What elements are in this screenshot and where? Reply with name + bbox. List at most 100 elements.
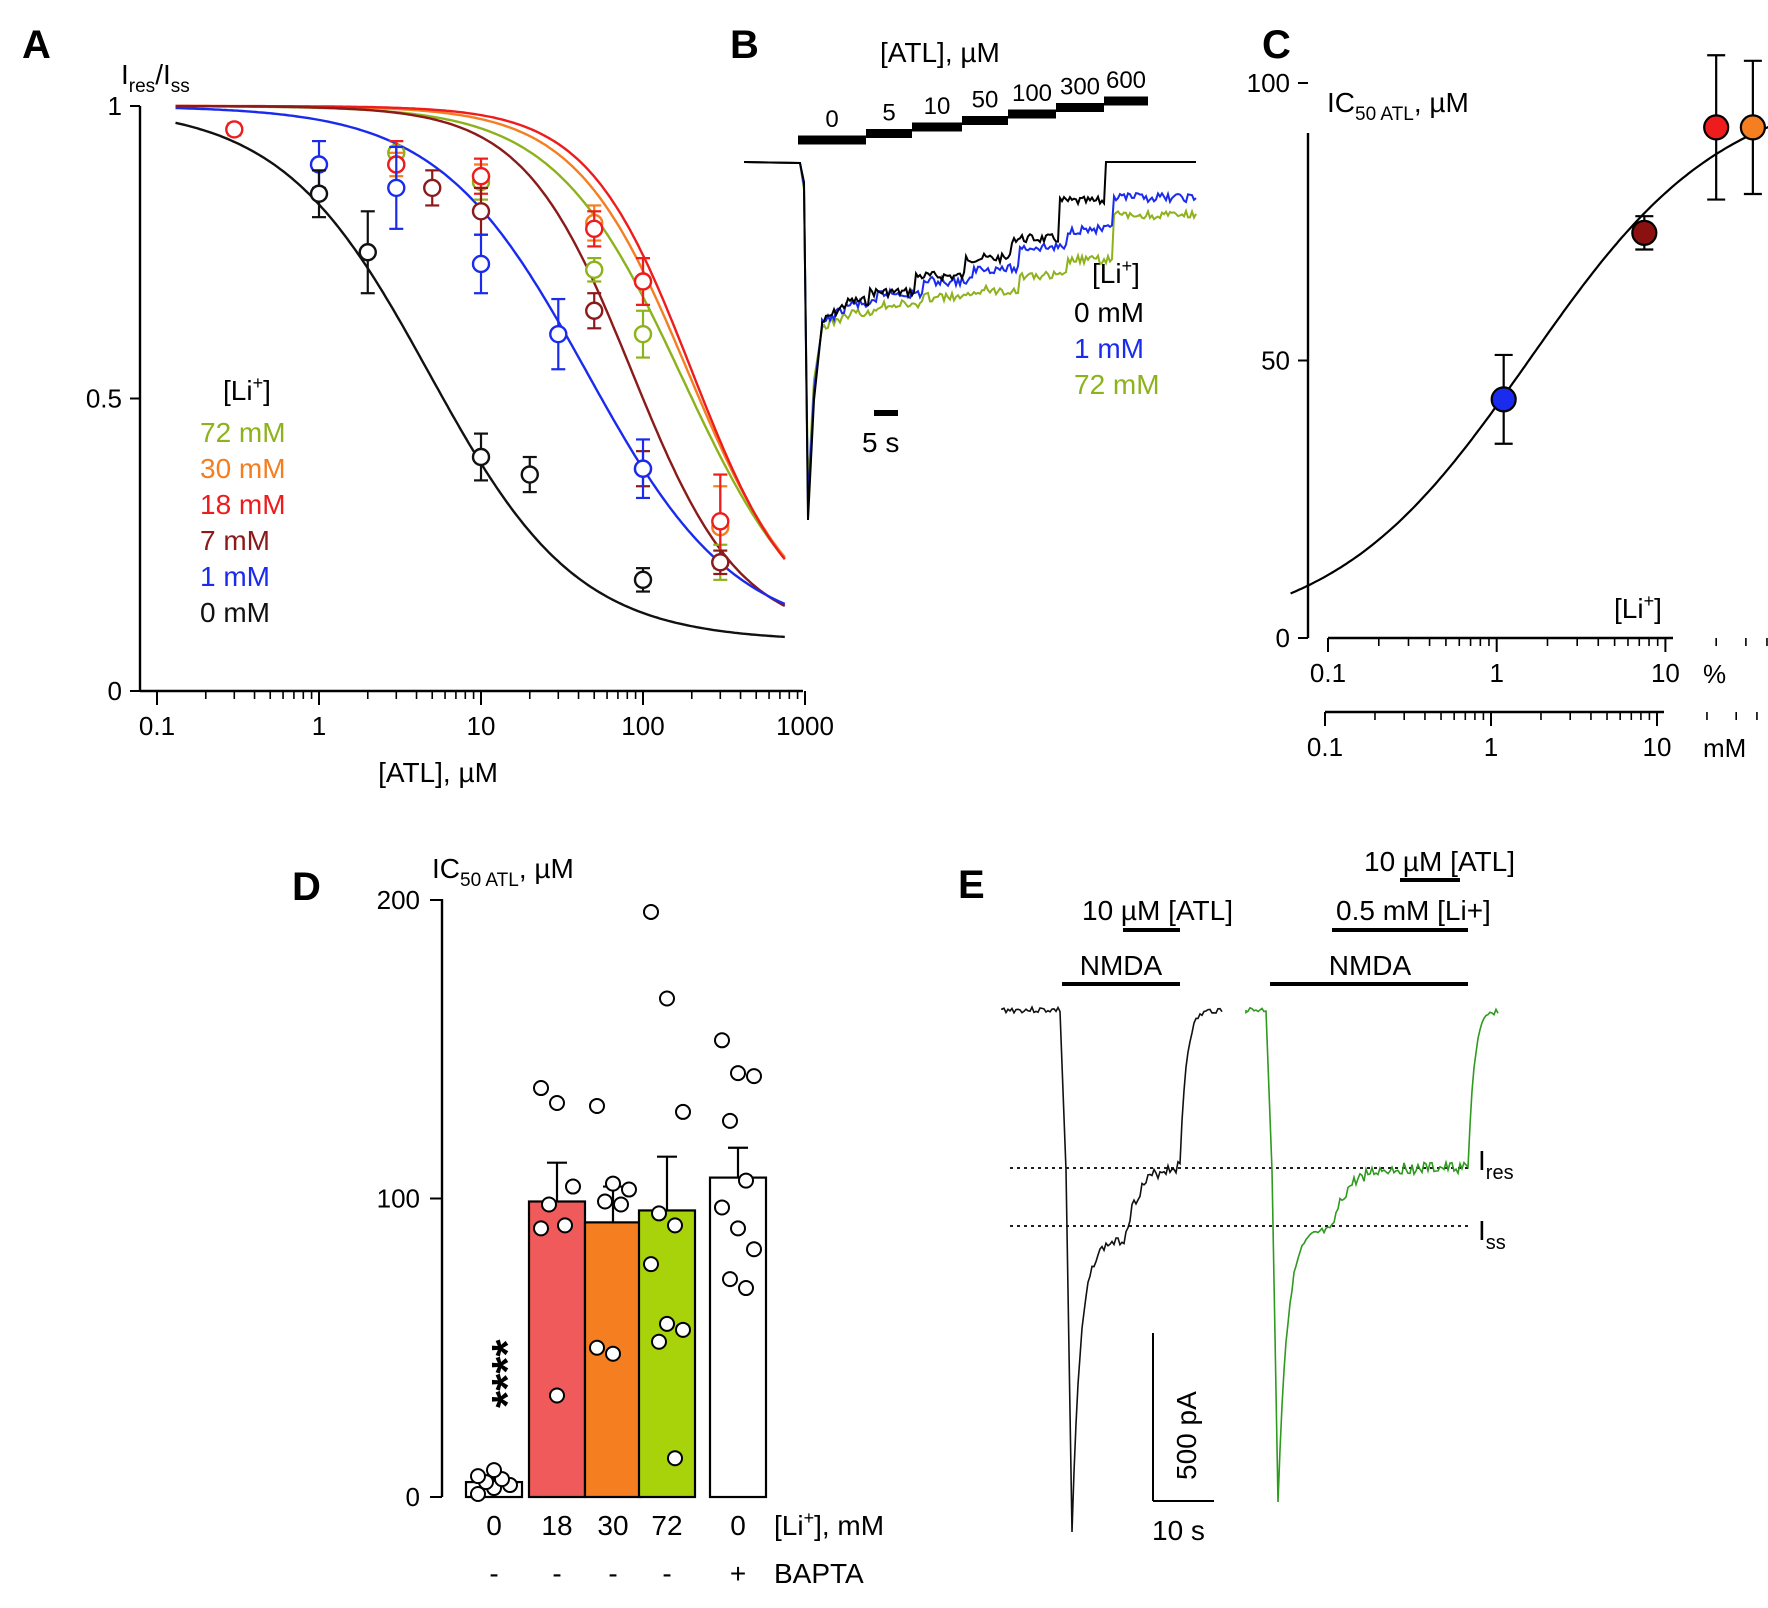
- panel-a-legend-entry: 7 mM: [200, 525, 270, 556]
- panel-d-y-ticks: 0 100 200: [377, 885, 442, 1512]
- panel-c-ytick-label: 0: [1276, 623, 1290, 653]
- panel-c-y-ticks: 0 50 100: [1247, 68, 1308, 653]
- panel-b-traces: [743, 161, 1197, 521]
- panel-e-traces: [1001, 1005, 1499, 1533]
- panel-a-ytick-label: 1: [108, 91, 122, 121]
- panel-b-trace-0-mM: [743, 161, 1196, 521]
- panel-d-bapta-sign: -: [552, 1558, 561, 1589]
- panel-a-x-tick-label: 0.1: [139, 711, 175, 741]
- panel-c-axis1-tick-label: 0.1: [1310, 658, 1346, 688]
- panel-d-point: [746, 1068, 762, 1085]
- panel-d-bapta-sign: +: [730, 1558, 746, 1589]
- panel-b-legend-entry: 1 mM: [1074, 333, 1144, 364]
- panel-a-xlabel: [ATL], µM: [378, 757, 498, 788]
- panel-a-ytick-label: 0: [108, 676, 122, 706]
- panel-a-legend-entry: 30 mM: [200, 453, 286, 484]
- panel-a-x-tick-label: 10: [467, 711, 496, 741]
- panel-d-point: [589, 1097, 605, 1114]
- panel-d: D IC50 ATL, µM 0 100 200 0 - 18 - 30 - 72 - 0 + [Li…: [292, 853, 884, 1589]
- panel-d-bar: [637, 1209, 697, 1499]
- panel-a-point: [711, 553, 730, 572]
- panel-a-legend-entry: 18 mM: [200, 489, 286, 520]
- panel-e-trace-control: [1001, 1005, 1223, 1533]
- panel-d-ylabel: IC50 ATL, µM: [432, 853, 574, 891]
- panel-d-category-label: 30: [597, 1510, 628, 1541]
- panel-e: E NMDA 10 µM [ATL] NMDA 0.5 mM [Li+] 10 …: [958, 846, 1515, 1546]
- panel-b-step-label: 10: [924, 93, 951, 120]
- panel-d-point: [675, 1321, 691, 1338]
- panel-c-mm-axis: 0.1110100mM: [1307, 710, 1758, 763]
- panel-e-scale-y-label: 500 pA: [1171, 1391, 1202, 1480]
- panel-a-point: [585, 219, 604, 239]
- panel-e-atl-label-1: 10 µM [ATL]: [1082, 895, 1233, 926]
- panel-a-y-ticks: 00.51: [86, 91, 140, 706]
- panel-d-point: [651, 1205, 667, 1222]
- panel-c-axis1-unit: %: [1703, 659, 1726, 689]
- panel-a-legend-entry: 1 mM: [200, 561, 270, 592]
- panel-b-legend: [Li+] 0 mM 1 mM 72 mM: [1074, 256, 1160, 400]
- panel-e-trace-lithium: [1245, 1006, 1499, 1503]
- panel-d-point: [659, 990, 675, 1007]
- panel-e-atl-label-2: 10 µM [ATL]: [1364, 846, 1515, 877]
- panel-c-axis1-tick-label: 10: [1651, 658, 1680, 688]
- panel-a-point: [471, 254, 491, 274]
- panel-a-x-ticks: 0.1 1 10 100 1000: [139, 691, 834, 741]
- panel-a-point: [387, 178, 406, 198]
- panel-a-point: [358, 243, 377, 262]
- panel-b-step-label: 300: [1060, 74, 1100, 101]
- panel-a-point: [633, 272, 653, 291]
- panel-b-legend-entry: 72 mM: [1074, 369, 1160, 400]
- panel-b-legend-entry: 0 mM: [1074, 297, 1144, 328]
- panel-e-scale-x-label: 10 s: [1152, 1515, 1205, 1546]
- panel-d-point: [486, 1462, 502, 1479]
- panel-d-bapta-sign: -: [489, 1558, 498, 1589]
- panel-d-ytick-label: 0: [406, 1482, 420, 1512]
- panel-c-point: [1703, 114, 1730, 141]
- panel-d-point: [549, 1094, 565, 1111]
- panel-a-point: [225, 120, 244, 139]
- panel-d-point: [621, 1181, 637, 1198]
- panel-d-point: [667, 1217, 683, 1234]
- panel-d-significance: ****: [483, 1339, 532, 1408]
- panel-a-point: [633, 324, 653, 344]
- panel-d-point: [533, 1220, 549, 1237]
- panel-c-label: C: [1262, 23, 1291, 67]
- panel-c-fit-curve: [1290, 125, 1768, 595]
- panel-d-bapta-label: BAPTA: [774, 1558, 864, 1589]
- panel-b-trace-1-mM: [743, 161, 1197, 506]
- panel-d-point: [470, 1468, 486, 1485]
- panel-a-label: A: [22, 23, 51, 67]
- panel-a-legend-entry: 0 mM: [200, 597, 270, 628]
- panel-c-point: [1739, 114, 1766, 141]
- panel-a-point: [471, 447, 491, 467]
- panel-d-point: [470, 1486, 486, 1503]
- panel-d-point: [605, 1345, 621, 1362]
- panel-a-x-tick-label: 100: [621, 711, 664, 741]
- panel-a-point: [633, 459, 653, 478]
- panel-b-label: B: [730, 23, 759, 67]
- panel-a-x-tick-label: 1: [312, 711, 326, 741]
- panel-d-categories: 0 - 18 - 30 - 72 - 0 +: [486, 1510, 746, 1589]
- panel-e-li-label: 0.5 mM [Li+]: [1336, 895, 1491, 926]
- panel-b-step-label: 0: [825, 106, 838, 133]
- panel-b-legend-title: [Li+]: [1092, 256, 1140, 289]
- panel-a-point: [423, 178, 442, 198]
- panel-a: A Ires/Iss 00.51 0.1 1 10 100 1000 [ATL], µM…: [22, 23, 834, 788]
- panel-c-axis1-tick-label: 1: [1489, 658, 1503, 688]
- panel-d-category-label: 0: [486, 1510, 502, 1541]
- panel-e-iss-label: Iss: [1478, 1215, 1506, 1254]
- panel-c-ylabel: IC50 ATL, µM: [1327, 87, 1469, 125]
- panel-d-point: [557, 1217, 573, 1234]
- panel-a-data-points: [225, 120, 730, 593]
- panel-d-bars: [464, 903, 768, 1503]
- panel-d-point: [643, 903, 659, 920]
- panel-d-ytick-label: 200: [377, 885, 420, 915]
- panel-c-data-points: [1490, 54, 1766, 445]
- panel-b-step-label: 50: [972, 87, 999, 114]
- panel-b-application-steps: 0 5 10 50 100 300 600: [798, 67, 1148, 145]
- panel-d-point: [533, 1080, 549, 1097]
- panel-c-ytick-label: 50: [1261, 346, 1290, 376]
- panel-a-point: [471, 202, 491, 221]
